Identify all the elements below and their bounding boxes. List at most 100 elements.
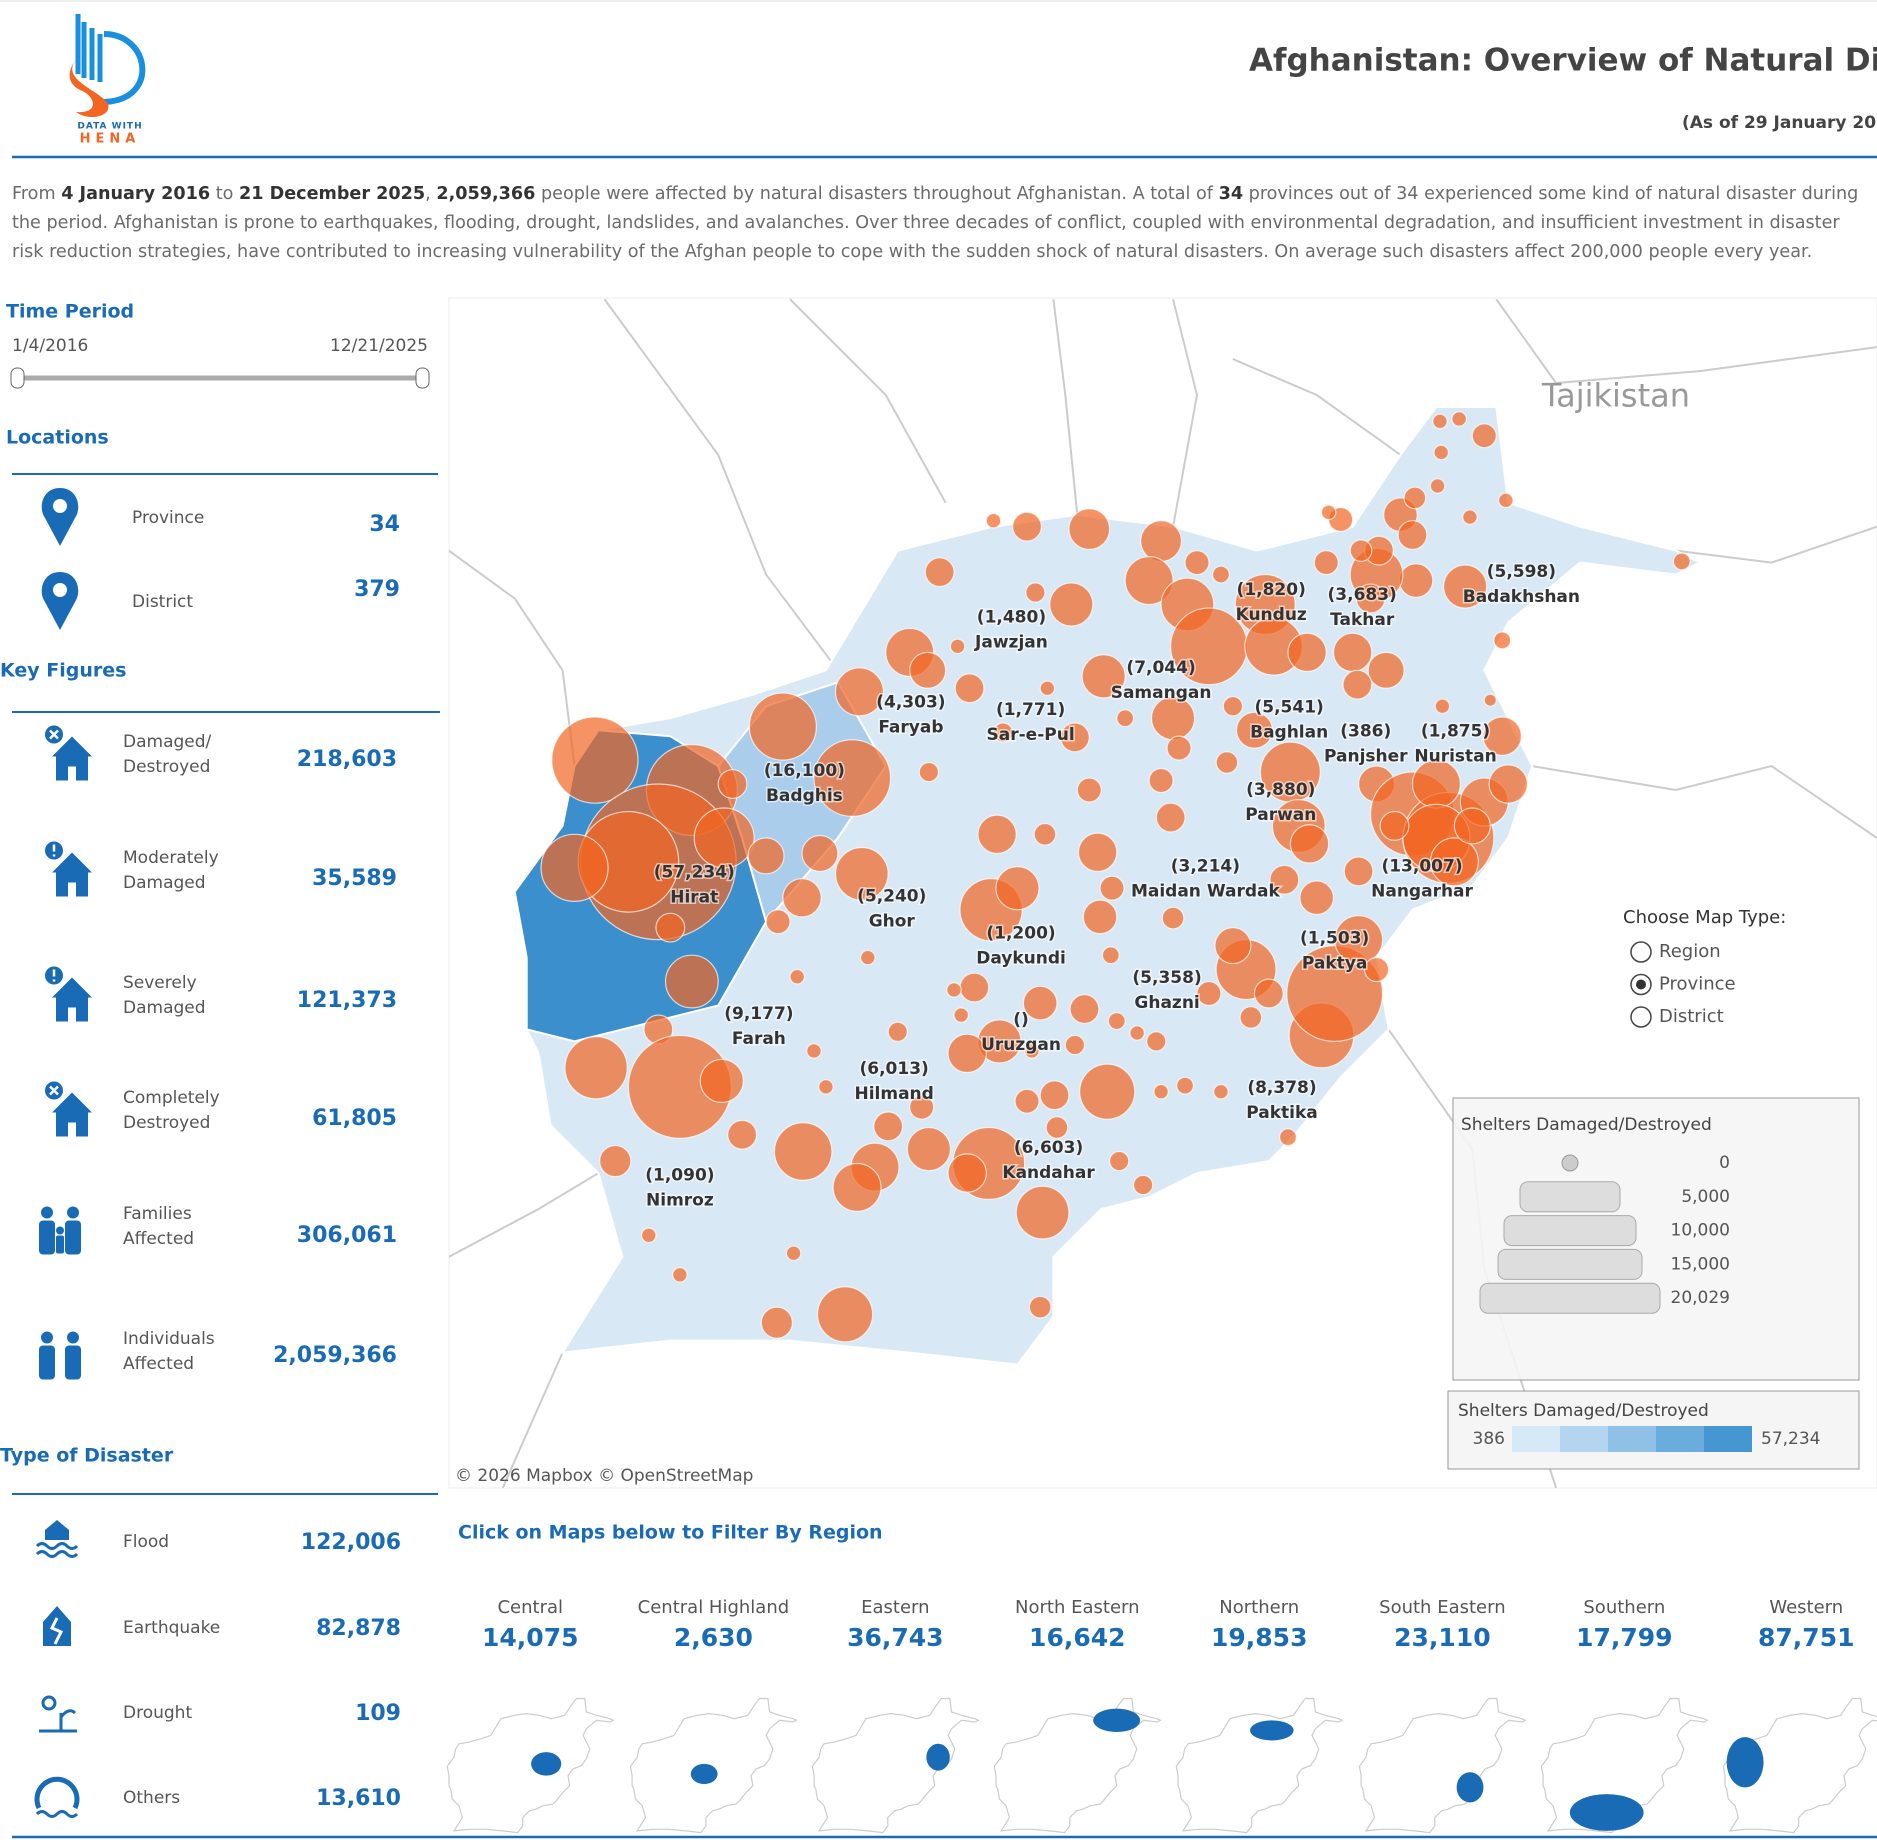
region-map[interactable] [1175,1697,1344,1834]
disaster-bubble [1398,563,1434,598]
color-legend-max: 57,234 [1761,1429,1820,1449]
disaster-bubble [1299,880,1335,916]
house-icon [43,964,92,1022]
attribution: © 2026 Mapbox © OpenStreetMap [455,1466,753,1486]
disaster-bubble [947,1153,987,1193]
province-name: Hirat [670,888,718,908]
disaster-bubble [834,846,889,901]
disaster-bubble [1493,631,1512,650]
province-name: Hilmand [854,1084,933,1104]
radio-label[interactable]: Province [1659,974,1736,995]
disaster-bubble [909,1094,935,1120]
disaster-bubble [782,877,822,918]
disaster-bubble [1213,1083,1229,1100]
region-map[interactable] [811,1697,980,1834]
region-map[interactable] [993,1697,1162,1834]
disaster-bubble [599,1144,632,1178]
disaster-bubble [818,1079,834,1095]
disaster-bubble [801,834,839,873]
province-value: (1,200) [986,924,1055,944]
disaster-bubble [672,1267,688,1283]
disaster-bubble [1397,520,1428,551]
house [52,1092,92,1137]
pin-icon [41,572,79,630]
radio-label[interactable]: Region [1659,941,1721,962]
disaster-bubble [765,909,791,935]
color-step [1608,1426,1656,1452]
color-step [1512,1426,1560,1452]
house-icon [43,1079,92,1137]
radio[interactable] [1630,1006,1652,1028]
region-name: Eastern [861,1597,929,1618]
disaster-bubble [1363,957,1390,983]
province-value: (1,820) [1237,580,1306,600]
province-name: Sar-e-Pul [987,725,1075,745]
house [52,852,92,897]
region-outline [1358,1697,1527,1834]
region-map[interactable] [1358,1697,1527,1834]
region-map[interactable] [1722,1697,1877,1834]
region-outline [1175,1697,1344,1834]
figure-label: Affected [123,1229,194,1249]
disaster-bubble [1039,680,1056,697]
title: Afghanistan: Overview of Natural Disaste… [1249,43,1877,79]
disaster-bubble [834,667,884,717]
province-name: Uruzgan [981,1035,1061,1055]
disaster-bubble [1672,552,1691,571]
disaster-bubble [1433,444,1449,461]
disaster-bubble [947,1033,987,1074]
figure-value: 306,061 [297,1223,397,1248]
country-label: Tajikistan [1541,376,1690,414]
disaster-bubble [540,833,609,902]
disaster-bubble [1222,696,1244,717]
disaster-bubble [1313,550,1339,576]
province-value: (5,541) [1255,697,1324,717]
province-name: Kandahar [1002,1163,1095,1183]
figure-label: Severely [123,973,197,993]
waves [35,1810,79,1818]
province-name: Samangan [1111,683,1212,703]
region-map[interactable] [1540,1697,1709,1834]
size-legend-label: 10,000 [1671,1221,1730,1241]
radio-label[interactable]: District [1659,1006,1724,1027]
disaster-bubble [918,761,940,783]
region-value: 17,799 [1576,1623,1672,1652]
disaster-bubble [1442,564,1488,609]
disaster-bubble [1287,632,1327,673]
disaster-bubble [1342,669,1373,700]
size-swatch [1479,1282,1661,1314]
size-legend-label: 15,000 [1671,1254,1730,1274]
region-map[interactable] [629,1697,798,1834]
other [34,1776,80,1810]
disaster-value: 122,006 [301,1530,401,1555]
radio[interactable] [1630,941,1652,963]
intro-part: , [425,184,437,204]
location-value: 34 [369,512,400,537]
country-border [1232,358,1402,456]
disaster-bubble [1483,693,1497,707]
disaster-bubble [1411,759,1461,809]
disaster-icon [39,1695,77,1733]
country-border [449,1172,600,1258]
disaster-bubble [1068,508,1111,551]
disaster-bubble [1286,945,1384,1042]
logo-arc [103,31,146,105]
region-value: 87,751 [1758,1623,1854,1652]
province-value: (1,090) [645,1165,714,1185]
size-swatch [1561,1154,1579,1172]
province-name: Daykundi [976,949,1066,969]
disaster-bubble [1432,413,1448,430]
province-value: (9,177) [724,1004,793,1024]
disaster-bubble [1033,822,1057,846]
flood [45,1520,69,1540]
disaster-bubble [1488,764,1528,804]
location-label: District [132,592,193,612]
slider-handle[interactable] [415,367,430,389]
slider-handle[interactable] [10,367,25,389]
section-title: Key Figures [0,660,126,682]
region-map[interactable] [446,1697,615,1834]
body [39,1220,55,1255]
region-name: Central [497,1597,563,1618]
disaster-bubble [1101,946,1120,965]
